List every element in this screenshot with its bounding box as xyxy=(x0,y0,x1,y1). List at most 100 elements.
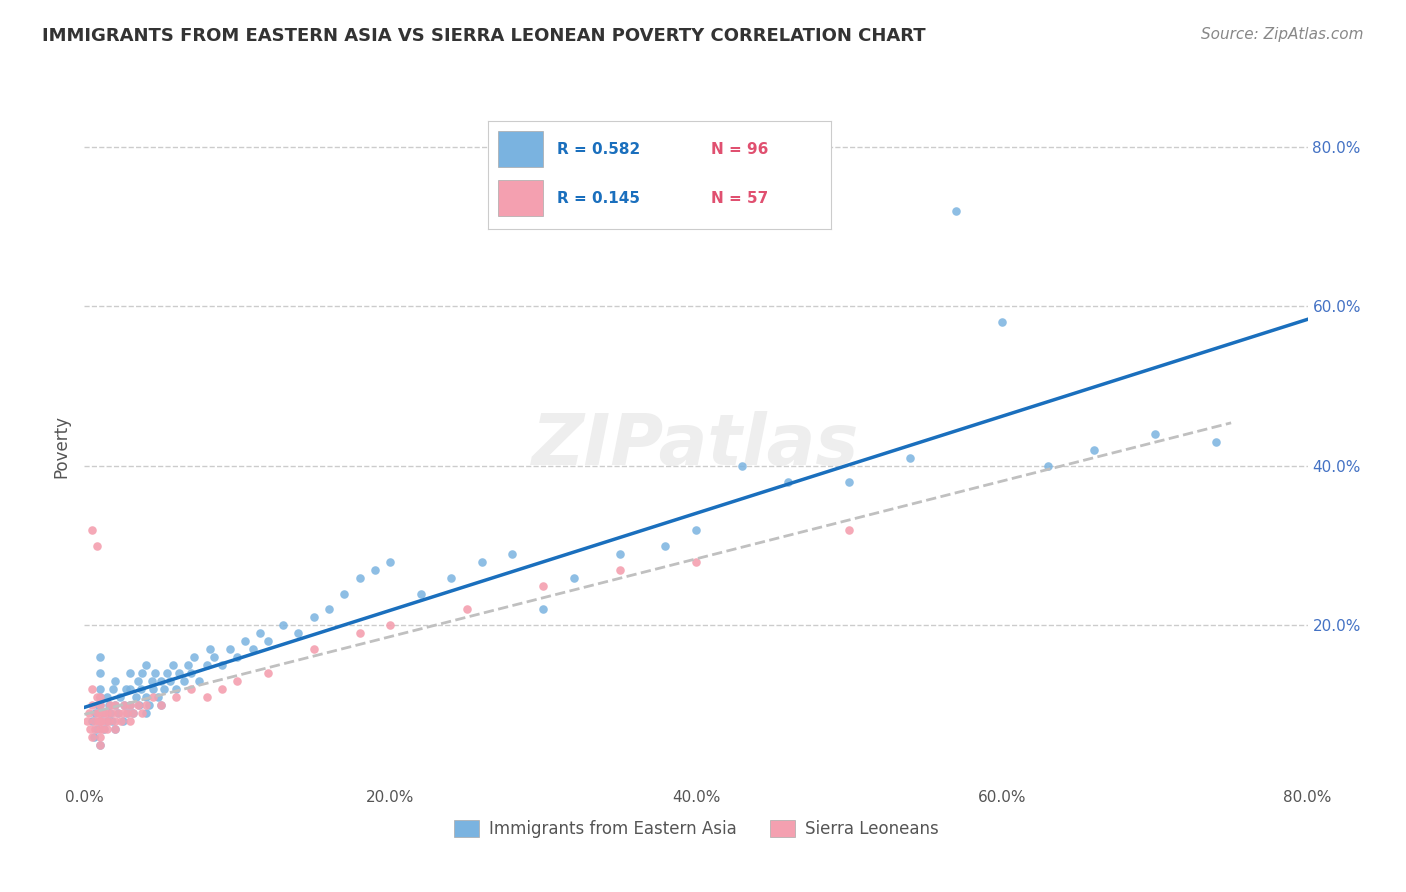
Point xyxy=(93,706,115,721)
Point xyxy=(115,706,138,721)
Point xyxy=(110,714,132,728)
Point xyxy=(287,626,309,640)
Point xyxy=(685,555,707,569)
Point xyxy=(364,563,387,577)
Point xyxy=(202,650,225,665)
Point xyxy=(89,738,111,752)
Point xyxy=(456,602,478,616)
Point xyxy=(1143,427,1166,442)
Point xyxy=(138,698,160,713)
Point xyxy=(97,714,120,728)
Point xyxy=(96,706,118,721)
Point xyxy=(131,666,153,681)
Point xyxy=(91,706,114,721)
Point xyxy=(380,618,402,632)
Point xyxy=(89,682,111,697)
Point xyxy=(89,706,111,721)
Point xyxy=(153,682,176,697)
Point xyxy=(195,658,218,673)
Point xyxy=(128,698,150,713)
Point xyxy=(122,706,145,721)
Point xyxy=(80,714,103,728)
Point xyxy=(83,730,105,744)
Point xyxy=(89,714,111,728)
Point xyxy=(107,706,129,721)
Point xyxy=(111,706,134,721)
Point xyxy=(93,722,115,736)
Point xyxy=(120,698,142,713)
Point xyxy=(104,674,127,689)
Point xyxy=(731,458,754,473)
Point xyxy=(98,706,121,721)
Point xyxy=(94,714,117,728)
Point xyxy=(125,690,148,705)
Point xyxy=(86,690,108,705)
Point xyxy=(162,658,184,673)
Point xyxy=(898,450,921,465)
Point xyxy=(302,610,325,624)
Point xyxy=(90,714,112,728)
Point xyxy=(112,698,135,713)
Text: IMMIGRANTS FROM EASTERN ASIA VS SIERRA LEONEAN POVERTY CORRELATION CHART: IMMIGRANTS FROM EASTERN ASIA VS SIERRA L… xyxy=(42,27,925,45)
Point xyxy=(349,571,371,585)
Point xyxy=(233,634,256,648)
Point xyxy=(120,666,142,681)
Point xyxy=(318,602,340,616)
Point xyxy=(165,690,187,705)
Point xyxy=(87,714,110,728)
Point xyxy=(127,674,149,689)
Point xyxy=(562,571,585,585)
Point xyxy=(77,706,100,721)
Point xyxy=(218,642,240,657)
Point xyxy=(143,666,166,681)
Point xyxy=(440,571,463,585)
Point xyxy=(107,706,129,721)
Point xyxy=(141,674,163,689)
Point xyxy=(80,730,103,744)
Point xyxy=(89,666,111,681)
Point xyxy=(257,666,280,681)
Point xyxy=(195,690,218,705)
Point xyxy=(96,690,118,705)
Point xyxy=(349,626,371,640)
Point xyxy=(129,682,152,697)
Point xyxy=(111,714,134,728)
Point xyxy=(945,203,967,218)
Point xyxy=(89,690,111,705)
Point xyxy=(135,706,157,721)
Point xyxy=(249,626,271,640)
Point xyxy=(112,698,135,713)
Point xyxy=(142,690,165,705)
Point xyxy=(104,698,127,713)
Point xyxy=(80,698,103,713)
Point xyxy=(149,674,172,689)
Point xyxy=(104,722,127,736)
Point xyxy=(135,658,157,673)
Point xyxy=(149,698,172,713)
Point xyxy=(531,602,554,616)
Point xyxy=(89,690,111,705)
Point xyxy=(609,547,631,561)
Point xyxy=(114,682,136,697)
Point xyxy=(531,578,554,592)
Point xyxy=(80,682,103,697)
Point xyxy=(180,682,202,697)
Point xyxy=(159,674,181,689)
Point xyxy=(108,690,131,705)
Point xyxy=(183,650,205,665)
Point xyxy=(120,714,142,728)
Point xyxy=(257,634,280,648)
Point xyxy=(101,714,124,728)
Point xyxy=(776,475,799,489)
Text: ZIPatlas: ZIPatlas xyxy=(533,411,859,481)
Point xyxy=(80,523,103,537)
Point xyxy=(838,523,860,537)
Point xyxy=(149,698,172,713)
Point xyxy=(271,618,294,632)
Point xyxy=(654,539,676,553)
Point xyxy=(89,730,111,744)
Point xyxy=(188,674,211,689)
Point xyxy=(89,722,111,736)
Point xyxy=(177,658,200,673)
Text: Source: ZipAtlas.com: Source: ZipAtlas.com xyxy=(1201,27,1364,42)
